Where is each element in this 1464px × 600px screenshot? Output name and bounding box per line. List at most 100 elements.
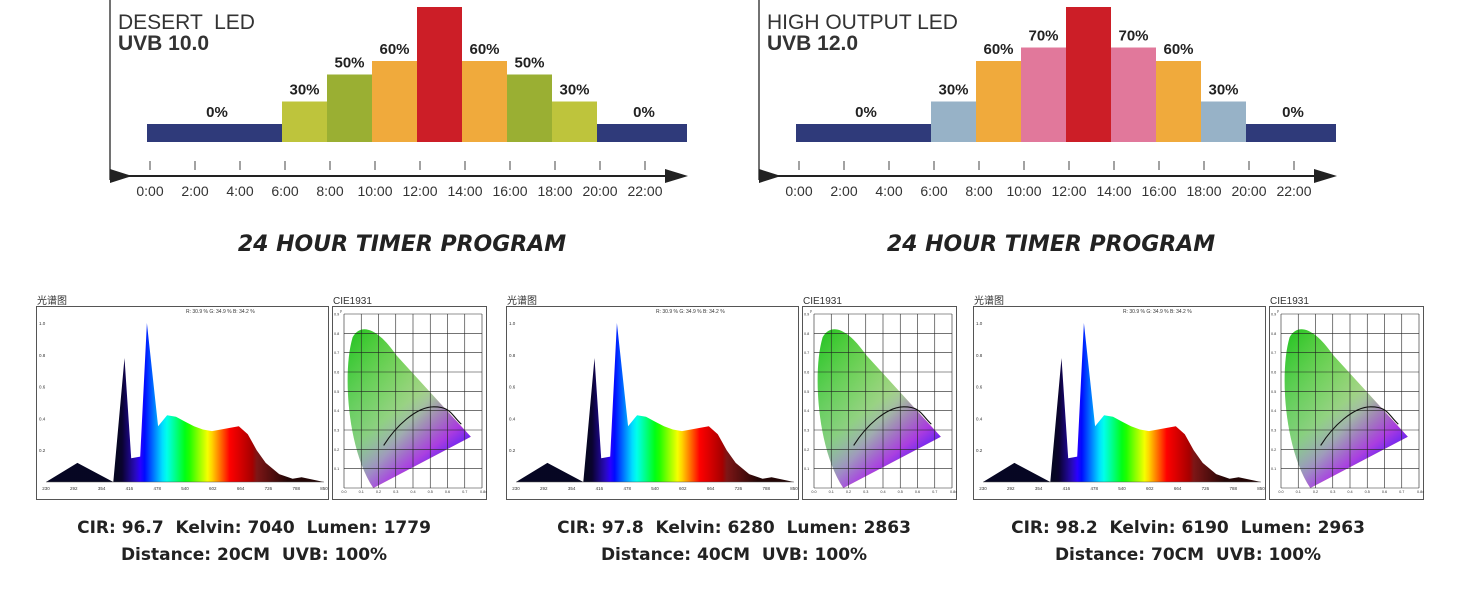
cie-x-tick: 0.1: [359, 490, 364, 494]
spectrum-x-tick: 478: [623, 486, 631, 491]
time-tick-label: 2:00: [181, 183, 208, 199]
cie-x-tick: 0.0: [1278, 490, 1283, 494]
cie-title: CIE1931: [333, 296, 372, 307]
timer-chart-desert: 0% 30% 50% 60% 60% 50% 30% 0% 0:00 2:00 4:00 6:00 8…: [109, 0, 688, 199]
time-tick-label: 20:00: [1231, 183, 1266, 199]
timer-bar: [507, 74, 552, 142]
time-tick-label: 8:00: [965, 183, 992, 199]
timer-bar-label: 60%: [1163, 41, 1193, 58]
timer-bar-label: 0%: [633, 104, 655, 121]
cie-y-tick: 0.3: [334, 429, 339, 433]
cie-y-tick: 0.6: [334, 371, 339, 375]
spectrum-y-tick: 0.6: [39, 385, 46, 390]
cie-y-tick: 0.9: [804, 313, 809, 317]
timer-bar: [417, 7, 462, 142]
x-axis-arrow: [1314, 169, 1337, 183]
spectrum-y-tick: 0.4: [509, 416, 516, 421]
planckian-locus: [853, 406, 932, 446]
spectrum-y-tick: 0.4: [976, 416, 983, 421]
timer-bar: [552, 101, 597, 142]
measurement-3: CIR: 98.2 Kelvin: 6190 Lumen: 2963 Dista…: [962, 515, 1414, 569]
time-tick-label: 12:00: [402, 183, 437, 199]
cie-x-tick: 0.5: [428, 490, 433, 494]
cie-x-tick: 0.2: [1313, 490, 1318, 494]
timer-bar: [1246, 124, 1336, 142]
measurement-1: CIR: 96.7 Kelvin: 7040 Lumen: 1779 Dista…: [28, 515, 480, 569]
timer-bar-label: 50%: [514, 55, 544, 72]
time-tick-label: 20:00: [582, 183, 617, 199]
spectrum-x-tick: 540: [651, 486, 659, 491]
timer-bar: [796, 124, 931, 142]
spectrum-x-tick: 540: [1118, 486, 1126, 491]
spectrum-x-tick: 664: [707, 486, 715, 491]
timer-bar-label: 30%: [559, 82, 589, 99]
cie-x-tick: 0.2: [846, 490, 851, 494]
spectrum-y-tick: 0.8: [509, 353, 516, 358]
spectrum-x-tick: 292: [1007, 486, 1015, 491]
spectrum-x-tick: 664: [237, 486, 245, 491]
cie-y-tick: 0.2: [804, 448, 809, 452]
spectrum-x-tick: 416: [596, 486, 604, 491]
time-tick-label: 16:00: [1141, 183, 1176, 199]
spectrum-x-tick: 788: [762, 486, 770, 491]
timer-bar-label: 60%: [379, 41, 409, 58]
spectrum-x-tick: 664: [1174, 486, 1182, 491]
timer-bar-label: 0%: [206, 104, 228, 121]
spectrum-x-tick: 354: [98, 486, 106, 491]
cie-y-tick: 0.7: [334, 351, 339, 355]
cie-x-tick: 0.4: [880, 490, 885, 494]
timer-bar-label: 60%: [983, 41, 1013, 58]
spectrum-curve: [516, 323, 794, 482]
x-axis-origin-arrow: [110, 169, 132, 183]
time-tick-label: 16:00: [492, 183, 527, 199]
cie-y-tick: 0.1: [1271, 467, 1276, 471]
timer-bar-label: 0%: [1282, 104, 1304, 121]
timer-caption-desert: 24 HOUR TIMER PROGRAM: [237, 232, 567, 257]
spectrum-x-tick: 416: [126, 486, 134, 491]
measurement-line2: Distance: 70CM UVB: 100%: [1054, 545, 1322, 565]
spectrum-x-tick: 230: [42, 486, 50, 491]
timer-bar: [1066, 7, 1111, 142]
timer-bar: [372, 61, 417, 142]
cie-x-tick: 0.0: [341, 490, 346, 494]
spectrum-panel-2: 光谱图 R: 30.9 % G: 34.9 % B: 34.2 % 1.0 0.8 0.…: [506, 294, 958, 500]
timer-bar: [462, 61, 507, 142]
cie-y-tick: 0.7: [804, 351, 809, 355]
cie-y-label: y: [1277, 309, 1279, 313]
spectrum-x-tick: 850: [320, 486, 328, 491]
cie-x-label: 0.8x: [480, 490, 487, 494]
cie-x-tick: 0.4: [1347, 490, 1352, 494]
cie-y-tick: 0.1: [804, 467, 809, 471]
cie-x-tick: 0.0: [811, 490, 816, 494]
spectrum-x-tick: 416: [1063, 486, 1071, 491]
cie-x-tick: 0.6: [1382, 490, 1387, 494]
timer-bar: [327, 74, 372, 142]
timer-title-line1: HIGH OUTPUT LED: [767, 11, 958, 34]
spectrum-y-tick: 0.4: [39, 416, 46, 421]
cie-y-tick: 0.7: [1271, 351, 1276, 355]
spectrum-title: 光谱图: [507, 294, 537, 307]
cie-y-label: y: [810, 309, 812, 313]
spectrum-x-tick: 478: [1090, 486, 1098, 491]
cie-x-tick: 0.3: [1330, 490, 1335, 494]
measurement-line1: CIR: 98.2 Kelvin: 6190 Lumen: 2963: [1011, 518, 1365, 538]
cie-x-tick: 0.6: [445, 490, 450, 494]
cie-y-tick: 0.8: [1271, 332, 1276, 336]
spectrum-y-tick: 0.6: [509, 385, 516, 390]
spectrum-curve: [983, 323, 1261, 482]
timer-bar-label: 30%: [1208, 82, 1238, 99]
timer-bar: [1201, 101, 1246, 142]
time-tick-label: 14:00: [1096, 183, 1131, 199]
spectrum-y-tick: 0.6: [976, 385, 983, 390]
cie-y-tick: 0.8: [334, 332, 339, 336]
spectrum-x-tick: 602: [209, 486, 217, 491]
cie-y-tick: 0.8: [804, 332, 809, 336]
time-tick-label: 2:00: [830, 183, 857, 199]
cie-x-tick: 0.5: [898, 490, 903, 494]
cie-y-tick: 0.1: [334, 467, 339, 471]
time-tick-label: 10:00: [357, 183, 392, 199]
timer-bar: [147, 124, 282, 142]
timer-bar-label: 60%: [469, 41, 499, 58]
time-tick-label: 18:00: [1186, 183, 1221, 199]
spectrum-title: 光谱图: [37, 294, 67, 307]
